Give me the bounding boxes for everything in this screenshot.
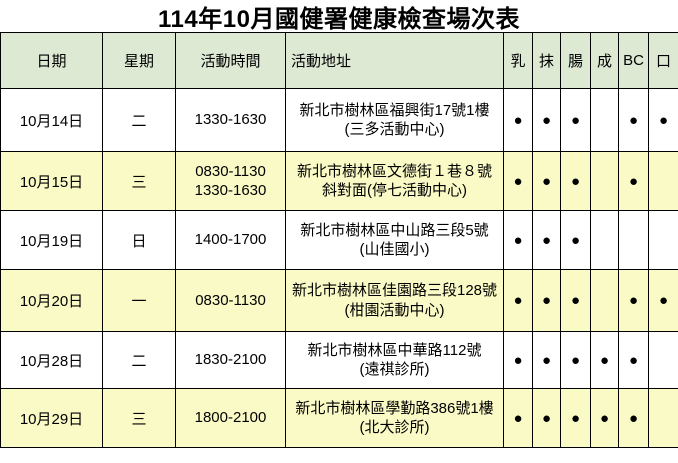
screening-mark-cell [590, 269, 619, 332]
time-cell: 1400-1700 [175, 210, 286, 270]
address-cell: 新北市樹林區文德街１巷８號 斜對面(停七活動中心) [285, 151, 504, 211]
screening-mark-cell [590, 151, 619, 211]
weekday-cell: 日 [102, 210, 176, 270]
screening-mark-cell: ● [648, 269, 678, 332]
table-row: 10月15日 三 0830-1130 1330-1630 新北市樹林區文德街１巷… [0, 151, 678, 211]
table-row: 10月28日 二 1830-2100 新北市樹林區中華路112號 (遠祺診所) … [0, 331, 678, 389]
screening-mark-cell: ● [590, 331, 619, 389]
header-screening-adult: 成 [590, 32, 619, 89]
address-cell: 新北市樹林區中山路三段5號 (山佳國小) [285, 210, 504, 270]
screening-mark-cell [648, 331, 678, 389]
weekday-cell: 三 [102, 151, 176, 211]
weekday-cell: 一 [102, 269, 176, 332]
screening-mark-cell: ● [532, 269, 561, 332]
screening-mark-cell: ● [560, 269, 591, 332]
table-row: 10月14日 二 1330-1630 新北市樹林區福興街17號1樓 (三多活動中… [0, 88, 678, 152]
address-cell: 新北市樹林區中華路112號 (遠祺診所) [285, 331, 504, 389]
screening-mark-cell: ● [618, 388, 649, 448]
table-row: 10月19日 日 1400-1700 新北市樹林區中山路三段5號 (山佳國小) … [0, 210, 678, 270]
table-row: 10月29日 三 1800-2100 新北市樹林區學勤路386號1樓 (北大診所… [0, 388, 678, 448]
screening-mark-cell: ● [648, 88, 678, 152]
date-cell: 10月14日 [0, 88, 103, 152]
screening-mark-cell: ● [503, 210, 533, 270]
header-screening-oral: 口 [648, 32, 678, 89]
header-screening-colorectal: 腸 [560, 32, 591, 89]
header-date: 日期 [0, 32, 103, 89]
time-cell: 1800-2100 [175, 388, 286, 448]
screening-mark-cell [648, 388, 678, 448]
screening-mark-cell: ● [503, 331, 533, 389]
date-cell: 10月29日 [0, 388, 103, 448]
time-cell: 1830-2100 [175, 331, 286, 389]
screening-mark-cell: ● [560, 331, 591, 389]
screening-mark-cell [648, 151, 678, 211]
address-cell: 新北市樹林區佳園路三段128號 (柑園活動中心) [285, 269, 504, 332]
screening-mark-cell: ● [503, 388, 533, 448]
screening-mark-cell: ● [618, 151, 649, 211]
screening-mark-cell: ● [560, 88, 591, 152]
screening-mark-cell: ● [618, 269, 649, 332]
time-cell: 0830-1130 1330-1630 [175, 151, 286, 211]
screening-mark-cell: ● [503, 88, 533, 152]
screening-mark-cell: ● [532, 210, 561, 270]
header-screening-papsmear: 抹 [532, 32, 561, 89]
weekday-cell: 二 [102, 88, 176, 152]
screening-mark-cell: ● [532, 88, 561, 152]
weekday-cell: 二 [102, 331, 176, 389]
weekday-cell: 三 [102, 388, 176, 448]
date-cell: 10月15日 [0, 151, 103, 211]
screening-mark-cell: ● [503, 269, 533, 332]
screening-mark-cell: ● [532, 331, 561, 389]
screening-mark-cell: ● [560, 151, 591, 211]
screening-mark-cell: ● [503, 151, 533, 211]
time-cell: 0830-1130 [175, 269, 286, 332]
date-cell: 10月19日 [0, 210, 103, 270]
screening-mark-cell: ● [560, 388, 591, 448]
time-cell: 1330-1630 [175, 88, 286, 152]
header-row: 日期 星期 活動時間 活動地址 乳 抹 腸 成 BC 口 [0, 32, 678, 89]
screening-mark-cell [618, 210, 649, 270]
screening-mark-cell: ● [532, 388, 561, 448]
date-cell: 10月28日 [0, 331, 103, 389]
header-weekday: 星期 [102, 32, 176, 89]
screening-mark-cell [590, 210, 619, 270]
date-cell: 10月20日 [0, 269, 103, 332]
schedule-table: 日期 星期 活動時間 活動地址 乳 抹 腸 成 BC 口 10月14日 二 13… [0, 32, 678, 448]
header-screening-breast: 乳 [503, 32, 533, 89]
address-cell: 新北市樹林區福興街17號1樓 (三多活動中心) [285, 88, 504, 152]
screening-mark-cell: ● [618, 331, 649, 389]
screening-mark-cell [648, 210, 678, 270]
screening-mark-cell: ● [618, 88, 649, 152]
screening-mark-cell [590, 88, 619, 152]
address-cell: 新北市樹林區學勤路386號1樓 (北大診所) [285, 388, 504, 448]
screening-mark-cell: ● [590, 388, 619, 448]
table-row: 10月20日 一 0830-1130 新北市樹林區佳園路三段128號 (柑園活動… [0, 269, 678, 332]
header-address: 活動地址 [285, 32, 504, 89]
screening-mark-cell: ● [532, 151, 561, 211]
screening-mark-cell: ● [560, 210, 591, 270]
header-time: 活動時間 [175, 32, 286, 89]
header-screening-bc: BC [618, 32, 649, 89]
page-title: 114年10月國健署健康檢查場次表 [158, 5, 520, 33]
